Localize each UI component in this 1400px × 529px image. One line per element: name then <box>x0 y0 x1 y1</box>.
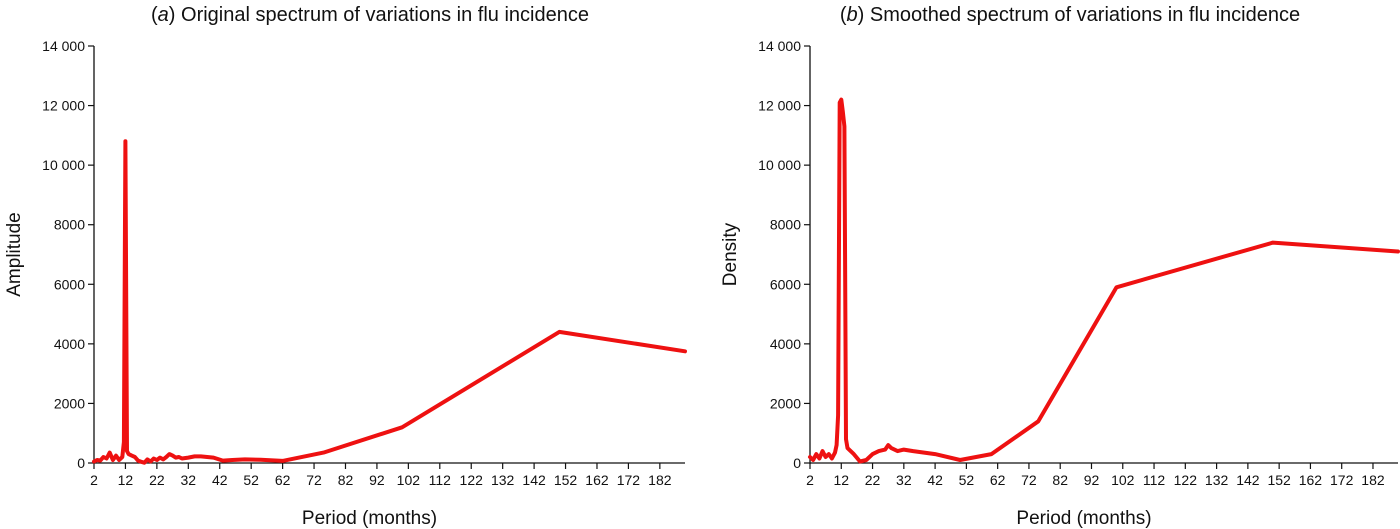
y-tick-label: 12 000 <box>758 98 801 114</box>
series-line <box>808 97 1400 464</box>
y-tick-label: 0 <box>793 455 801 471</box>
x-tick-label: 2 <box>806 472 814 488</box>
x-axis-label: Period (months) <box>302 508 437 529</box>
y-axis-label: Amplitude <box>4 212 25 297</box>
y-tick-label: 2000 <box>54 395 85 411</box>
x-tick-label: 162 <box>585 472 609 488</box>
y-tick-label: 8000 <box>54 217 85 233</box>
x-tick-label: 102 <box>397 472 421 488</box>
x-tick-label: 22 <box>149 472 165 488</box>
chart-title-b: (b) Smoothed spectrum of variations in f… <box>839 4 1301 26</box>
x-tick-label: 132 <box>1205 472 1229 488</box>
y-tick-label: 4000 <box>770 336 801 352</box>
x-tick-label: 12 <box>833 472 849 488</box>
x-tick-label: 82 <box>1052 472 1068 488</box>
x-tick-label: 92 <box>1084 472 1100 488</box>
x-axis-label: Period (months) <box>1016 508 1151 529</box>
x-tick-label: 32 <box>896 472 912 488</box>
x-tick-label: 122 <box>1174 472 1198 488</box>
x-tick-label: 172 <box>617 472 641 488</box>
x-tick-label: 72 <box>306 472 322 488</box>
y-tick-label: 14 000 <box>42 38 85 54</box>
x-tick-label: 112 <box>1143 472 1166 488</box>
chart-panel-a: (a) Original spectrum of variations in f… <box>4 4 687 529</box>
x-tick-label: 152 <box>1267 472 1291 488</box>
x-tick-label: 182 <box>648 472 672 488</box>
x-tick-label: 92 <box>369 472 385 488</box>
x-tick-label: 12 <box>118 472 134 488</box>
x-tick-label: 112 <box>429 472 452 488</box>
y-axis-label: Density <box>720 222 741 286</box>
y-tick-label: 8000 <box>770 217 801 233</box>
y-tick-label: 14 000 <box>758 38 801 54</box>
chart-title-letter-b: b <box>846 4 858 26</box>
x-tick-label: 122 <box>460 472 484 488</box>
chart-title-letter-a: a <box>157 4 169 26</box>
x-tick-label: 42 <box>212 472 228 488</box>
chart-title-text-a: Original spectrum of variations in flu i… <box>181 4 589 26</box>
x-tick-label: 102 <box>1111 472 1135 488</box>
x-tick-label: 142 <box>1236 472 1260 488</box>
series-line <box>92 139 687 465</box>
x-tick-label: 82 <box>338 472 354 488</box>
y-tick-label: 6000 <box>770 276 801 292</box>
x-tick-label: 52 <box>243 472 259 488</box>
x-tick-label: 182 <box>1361 472 1385 488</box>
x-tick-label: 62 <box>990 472 1006 488</box>
y-tick-label: 10 000 <box>42 157 85 173</box>
y-tick-label: 6000 <box>54 276 85 292</box>
x-tick-label: 32 <box>181 472 197 488</box>
x-tick-label: 22 <box>865 472 881 488</box>
y-tick-label: 2000 <box>770 395 801 411</box>
y-tick-label: 0 <box>77 455 85 471</box>
chart-title-text-b: Smoothed spectrum of variations in flu i… <box>869 4 1301 26</box>
x-tick-label: 142 <box>522 472 546 488</box>
y-tick-label: 12 000 <box>42 98 85 114</box>
x-tick-label: 2 <box>90 472 98 488</box>
y-tick-label: 10 000 <box>758 157 801 173</box>
chart-panel-b: (b) Smoothed spectrum of variations in f… <box>700 0 1400 529</box>
x-tick-label: 162 <box>1299 472 1323 488</box>
x-tick-label: 52 <box>959 472 975 488</box>
x-tick-label: 72 <box>1021 472 1037 488</box>
chart-title-a: (a) Original spectrum of variations in f… <box>151 4 589 26</box>
x-tick-label: 132 <box>491 472 515 488</box>
x-tick-label: 62 <box>275 472 291 488</box>
x-tick-label: 152 <box>554 472 578 488</box>
x-tick-label: 172 <box>1330 472 1354 488</box>
x-tick-label: 42 <box>927 472 943 488</box>
y-tick-label: 4000 <box>54 336 85 352</box>
